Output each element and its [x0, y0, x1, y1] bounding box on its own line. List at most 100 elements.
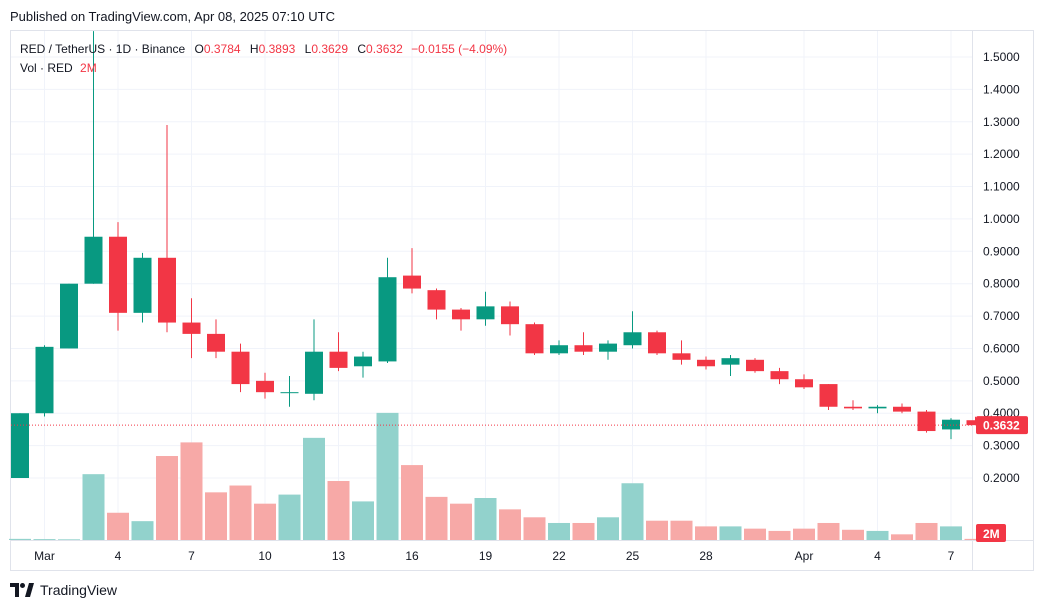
candle-body — [452, 309, 470, 320]
volume-bar — [180, 442, 203, 540]
volume-bar — [205, 492, 227, 540]
volume-bar — [376, 412, 399, 540]
y-tick-label: 1.4000 — [983, 82, 1020, 96]
y-tick-label: 0.3000 — [983, 439, 1020, 453]
candle-body — [550, 345, 568, 354]
volume-bar — [940, 526, 962, 540]
y-tick-label: 0.8000 — [983, 277, 1020, 291]
legend-volume-row: Vol · RED 2M — [20, 59, 507, 78]
volume-bar — [131, 521, 154, 540]
y-tick-label: 0.9000 — [983, 244, 1020, 258]
y-tick-label: 1.3000 — [983, 115, 1020, 129]
volume-bar — [58, 539, 80, 540]
volume-bar — [646, 520, 668, 540]
candle-body — [574, 345, 593, 352]
candle-body — [942, 419, 960, 430]
volume-bar — [327, 480, 350, 540]
candle-body — [672, 353, 691, 360]
volume-bar — [254, 503, 276, 540]
high-label: H — [249, 42, 259, 56]
low-value: 0.3629 — [311, 42, 349, 56]
volume-bar — [107, 512, 129, 540]
chart-legend: RED / TetherUS · 1D · Binance O0.3784 H0… — [20, 40, 507, 78]
candle-body — [599, 343, 617, 352]
volume-bar — [474, 498, 497, 540]
volume-bar — [891, 534, 913, 540]
volume-bar — [303, 437, 325, 540]
x-tick-label: 4 — [874, 549, 881, 563]
price-tag-bg — [976, 416, 1028, 435]
volume-bar — [768, 530, 791, 540]
candle-body — [60, 283, 78, 349]
volume-bar — [866, 530, 889, 540]
candle-body — [109, 236, 127, 313]
change-value: −0.0155 (−4.09%) — [411, 42, 508, 56]
candle-body — [329, 351, 348, 368]
candle-body — [525, 324, 544, 354]
candle-body — [378, 277, 397, 362]
symbol-title[interactable]: RED / TetherUS · 1D · Binance — [20, 42, 186, 56]
candle-body — [11, 413, 29, 478]
y-tick-label: 1.1000 — [983, 180, 1020, 194]
y-tick-label: 0.7000 — [983, 309, 1020, 323]
candle-body — [476, 306, 495, 320]
volume-label[interactable]: Vol · RED — [20, 61, 73, 75]
chart-frame[interactable] — [10, 30, 1034, 571]
tradingview-logo-text: TradingView — [40, 582, 118, 598]
volume-bar — [597, 517, 619, 540]
candle-body — [648, 332, 666, 354]
volume-bar — [156, 456, 178, 540]
x-tick-label: Apr — [795, 549, 814, 563]
high-value: 0.3893 — [258, 42, 296, 56]
volume-bar — [793, 528, 815, 540]
volume-bar — [33, 539, 56, 540]
y-tick-label: 0.5000 — [983, 374, 1020, 388]
candle-body — [305, 351, 323, 394]
volume-bar — [744, 528, 766, 540]
x-tick-label: Mar — [34, 549, 55, 563]
candle-body — [746, 359, 764, 372]
volume-bar — [82, 474, 105, 540]
volume-bar — [352, 501, 374, 540]
x-tick-label: 22 — [552, 549, 566, 563]
y-tick-label: 0.6000 — [983, 341, 1020, 355]
candle-body — [354, 356, 372, 367]
candle-body — [917, 411, 936, 432]
candle-body — [721, 358, 740, 365]
volume-bar — [817, 522, 840, 540]
candle-body — [207, 333, 225, 352]
volume-bar — [964, 538, 987, 540]
y-tick-label: 1.2000 — [983, 147, 1020, 161]
close-label: C — [357, 42, 367, 56]
candle-body — [280, 392, 299, 394]
volume-bar — [229, 485, 252, 540]
candle-body — [35, 346, 54, 414]
volume-tag-text: 2M — [983, 527, 1000, 541]
published-note: Published on TradingView.com, Apr 08, 20… — [10, 9, 335, 24]
candle-body — [182, 322, 201, 334]
volume-bar — [278, 494, 301, 540]
tradingview-logo-icon — [10, 583, 34, 597]
x-tick-label: 4 — [115, 549, 122, 563]
tradingview-logo[interactable]: TradingView — [10, 582, 117, 598]
candle-body — [403, 275, 421, 289]
close-value: 0.3632 — [366, 42, 403, 56]
price-tag-text: 0.3632 — [983, 419, 1020, 433]
x-tick-label: 19 — [479, 549, 493, 563]
volume-bar — [695, 526, 717, 540]
volume-bar — [572, 522, 595, 540]
open-value: 0.3784 — [203, 42, 241, 56]
candle-body — [844, 406, 862, 409]
y-tick-label: 1.5000 — [983, 50, 1020, 64]
low-label: L — [304, 42, 312, 56]
open-label: O — [194, 42, 204, 56]
candle-body — [795, 379, 813, 388]
x-tick-label: 16 — [405, 549, 419, 563]
candle-body — [623, 332, 642, 346]
candle-body — [819, 384, 838, 407]
x-tick-label: 13 — [332, 549, 346, 563]
candle-body — [697, 359, 715, 367]
x-tick-label: 25 — [626, 549, 640, 563]
candle-body — [770, 371, 789, 380]
